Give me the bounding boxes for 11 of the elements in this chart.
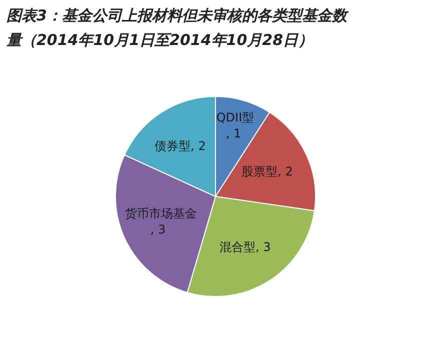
slice-label: 混合型 bbox=[219, 240, 256, 254]
slice-label: QDII型 bbox=[216, 110, 254, 124]
chart-title: 图表3：基金公司上报材料但未审核的各类型基金数量（2014年10月1日至2014年10月28日） bbox=[6, 6, 349, 49]
data-label: , 2 bbox=[190, 139, 206, 154]
slice-label: 股票型 bbox=[242, 164, 278, 179]
slice-label: 债券型 bbox=[154, 139, 191, 154]
data-label: , 1 bbox=[226, 126, 242, 140]
data-label: , 3 bbox=[150, 222, 166, 236]
data-label: , 3 bbox=[255, 240, 271, 254]
slice-label: 货币市场基金 bbox=[124, 206, 197, 220]
data-label: , 2 bbox=[278, 164, 293, 179]
